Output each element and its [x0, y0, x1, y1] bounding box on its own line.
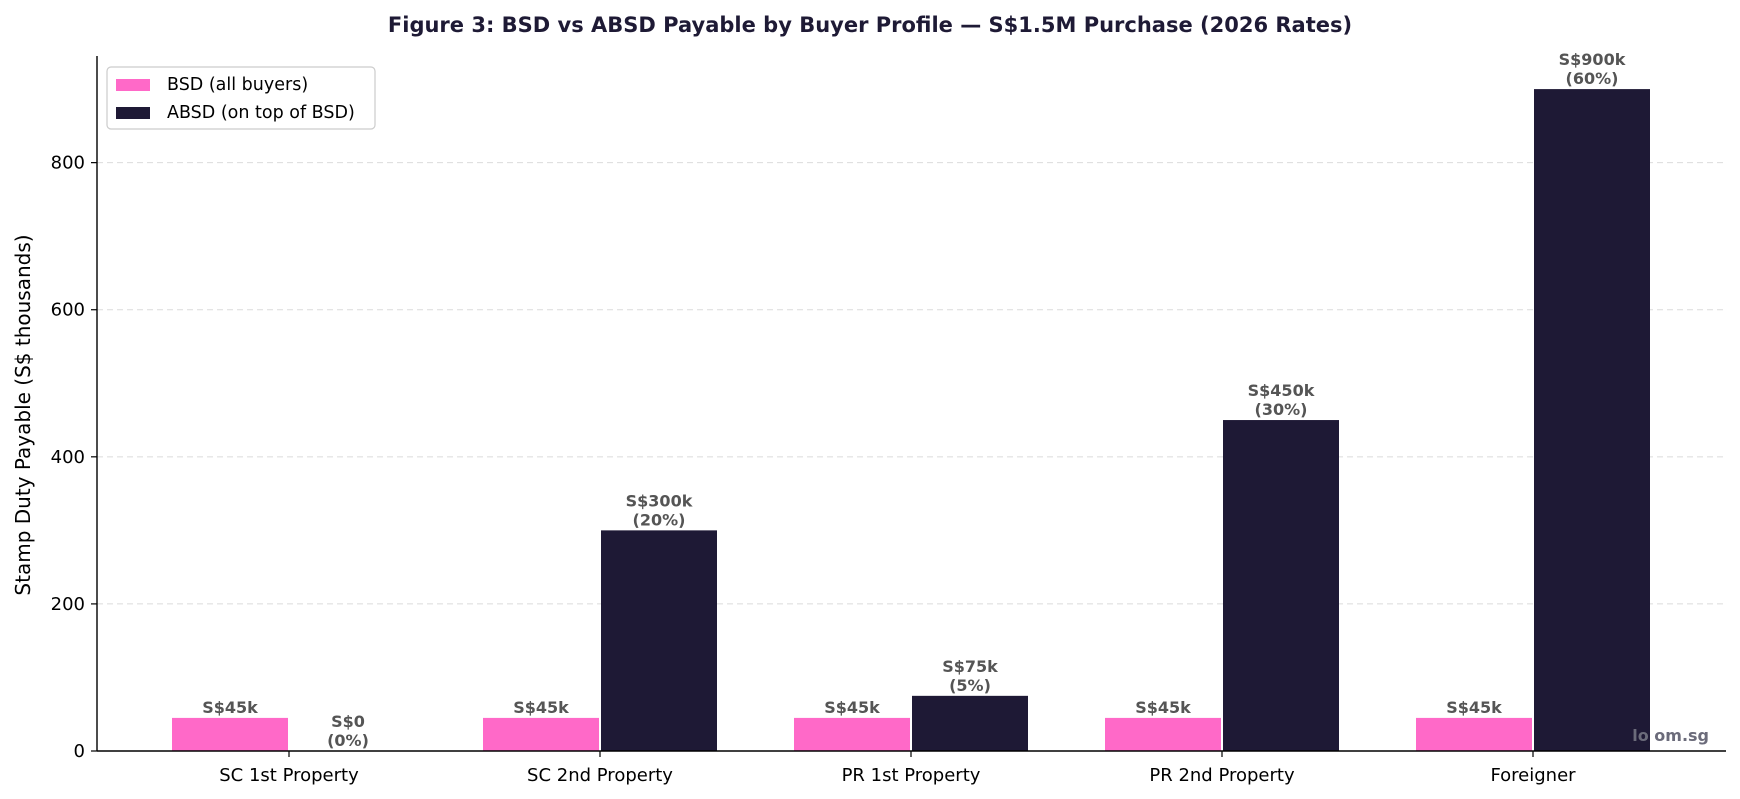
absd-value-label: S$0	[331, 712, 365, 731]
legend-swatch	[116, 107, 150, 119]
bsd-value-label: S$45k	[1135, 698, 1191, 717]
axes: 0 200 400 600 800 SC 1st Property SC 2nd Prope…	[51, 56, 1726, 786]
y-tick-label: 800	[51, 153, 85, 174]
legend-label: BSD (all buyers)	[167, 75, 308, 95]
y-tick-label: 0	[74, 741, 85, 762]
absd-value-label: S$300k	[626, 491, 693, 510]
bsd-bar	[1105, 717, 1221, 751]
y-tick-label: 400	[51, 447, 85, 468]
x-tick-label: Foreigner	[1490, 765, 1576, 786]
chart-title: Figure 3: BSD vs ABSD Payable by Buyer P…	[388, 13, 1352, 37]
grid-lines	[97, 162, 1726, 605]
y-tick-label: 600	[51, 300, 85, 321]
bsd-value-label: S$45k	[1446, 698, 1502, 717]
legend-swatch	[116, 79, 150, 91]
absd-bar	[1223, 420, 1339, 751]
bsd-bar	[794, 717, 910, 751]
bars	[172, 89, 1650, 752]
absd-percent-label: (5%)	[949, 676, 991, 695]
absd-percent-label: (30%)	[1255, 400, 1308, 419]
absd-bar	[912, 695, 1028, 751]
absd-value-label: S$900k	[1559, 50, 1626, 69]
x-tick-label: PR 1st Property	[842, 765, 981, 786]
bsd-bar	[172, 717, 288, 751]
absd-percent-label: (60%)	[1566, 69, 1619, 88]
bsd-bar	[483, 717, 599, 751]
legend: BSD (all buyers) ABSD (on top of BSD)	[106, 66, 376, 130]
absd-bar	[601, 530, 717, 751]
y-tick-label: 200	[51, 594, 85, 615]
x-tick-label: SC 1st Property	[219, 765, 359, 786]
bsd-value-label: S$45k	[824, 698, 880, 717]
watermark-text: lo om.sg	[1632, 726, 1709, 745]
x-tick-label: PR 2nd Property	[1149, 765, 1295, 786]
bsd-bar	[1416, 717, 1532, 751]
y-axis-label: Stamp Duty Payable (S$ thousands)	[11, 234, 35, 595]
bsd-value-label: S$45k	[513, 698, 569, 717]
value-labels: S$45k S$45k S$45k S$45k S$45k S$0(0%) S$300k(2…	[202, 50, 1625, 750]
absd-value-label: S$450k	[1248, 381, 1315, 400]
x-tick-label: SC 2nd Property	[527, 765, 673, 786]
legend-label: ABSD (on top of BSD)	[167, 103, 355, 123]
legend-box	[106, 66, 376, 130]
absd-percent-label: (0%)	[327, 731, 369, 750]
absd-value-label: S$75k	[942, 657, 998, 676]
absd-percent-label: (20%)	[633, 510, 686, 529]
bsd-value-label: S$45k	[202, 698, 258, 717]
absd-bar	[1534, 89, 1650, 752]
